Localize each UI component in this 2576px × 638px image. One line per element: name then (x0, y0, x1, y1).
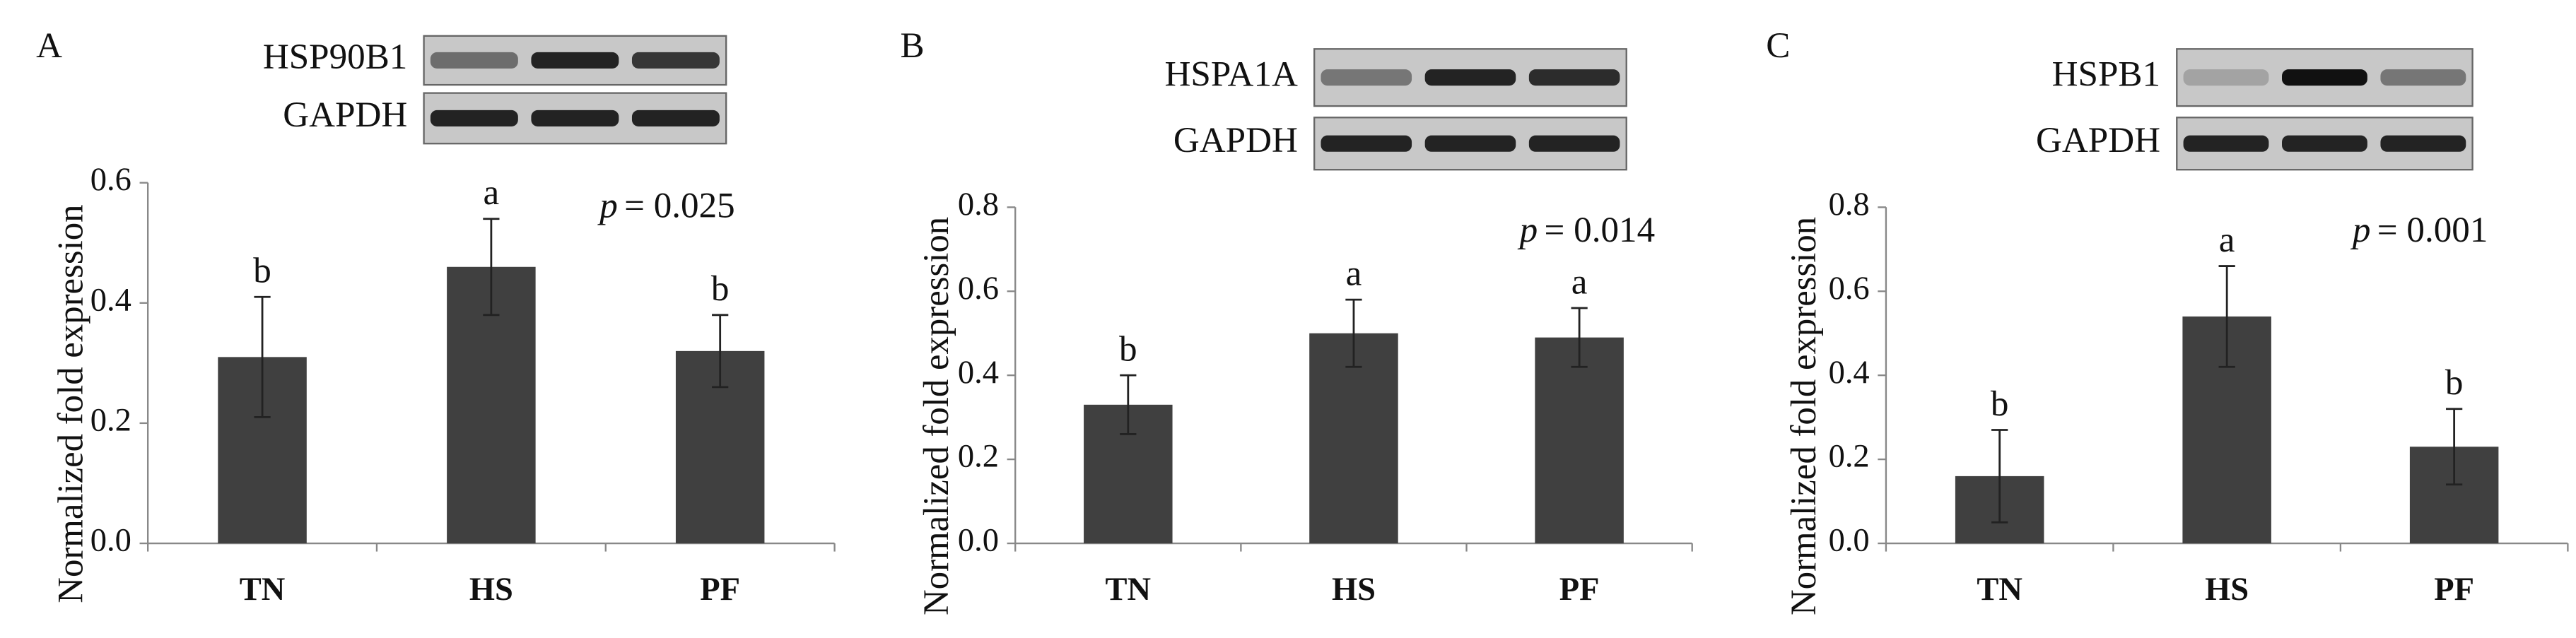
y-axis-label: Normalized fold expression (1784, 217, 1824, 615)
x-tick-label: PF (1559, 572, 1600, 608)
blot-band (430, 52, 518, 69)
y-tick-label: 0.2 (958, 439, 999, 475)
p-text: = 0.001 (2377, 211, 2488, 250)
blot-band (430, 110, 518, 126)
bar (1535, 337, 1624, 544)
error-bar (1120, 374, 1137, 435)
blot-band (531, 110, 619, 126)
blot-label: GAPDH (1173, 121, 1298, 160)
significance-label: b (1991, 384, 2009, 424)
y-tick-label: 0.0 (958, 523, 999, 559)
blot-band (631, 110, 720, 126)
p-value: p = 0.001 (2350, 211, 2488, 250)
significance-label: b (253, 252, 271, 291)
significance-label: a (1346, 254, 1362, 294)
y-tick-label: 0.0 (90, 523, 131, 559)
blot-band (1528, 69, 1620, 86)
x-tick-label: PF (2434, 572, 2474, 608)
blot-band (2380, 69, 2466, 86)
y-tick-label: 0.6 (1829, 271, 1870, 307)
blot-band (1528, 135, 1620, 152)
error-bar (1991, 429, 2008, 524)
y-tick-label: 0.2 (1829, 439, 1870, 475)
y-axis-label: Normalized fold expression (917, 217, 956, 615)
y-tick-label: 0.4 (90, 283, 131, 319)
y-tick-label: 0.6 (958, 271, 999, 307)
error-bar (1345, 298, 1362, 368)
blot-band (2282, 69, 2367, 86)
blot-band (1424, 135, 1516, 152)
p-value: p = 0.025 (597, 186, 734, 225)
blot-label: GAPDH (283, 95, 407, 135)
blot-band (2183, 69, 2269, 86)
p-symbol: p (2350, 211, 2371, 250)
p-text: = 0.014 (1545, 211, 1656, 250)
blot-band (631, 52, 720, 69)
x-tick-label: PF (700, 572, 740, 608)
y-tick-label: 0.6 (90, 162, 131, 198)
panel-label: C (1766, 26, 1790, 66)
y-tick-label: 0.8 (958, 187, 999, 223)
y-axis-label: Normalized fold expression (51, 204, 90, 603)
x-tick-label: TN (240, 572, 286, 608)
significance-label: a (2219, 220, 2235, 260)
error-bar (2446, 408, 2463, 486)
blot-label: HSPA1A (1164, 54, 1298, 94)
significance-label: a (1571, 262, 1588, 302)
x-tick-label: HS (469, 572, 513, 608)
significance-label: b (711, 269, 730, 309)
y-tick-label: 0.2 (90, 403, 131, 439)
significance-label: a (484, 173, 500, 213)
blot-band (1321, 135, 1412, 152)
panel-label: A (36, 26, 62, 66)
y-tick-label: 0.8 (1829, 187, 1870, 223)
panel-label: B (901, 26, 925, 66)
p-text: = 0.025 (624, 186, 735, 225)
x-tick-label: HS (2205, 572, 2249, 608)
p-symbol: p (597, 186, 618, 225)
significance-label: b (1119, 330, 1137, 370)
blot-band (2282, 135, 2367, 152)
error-bar (483, 218, 500, 317)
blot-band (1424, 69, 1516, 86)
x-tick-label: TN (1977, 572, 2022, 608)
x-tick-label: HS (1332, 572, 1376, 608)
blot-label: HSPB1 (2052, 54, 2160, 94)
p-value: p = 0.014 (1518, 211, 1655, 250)
significance-label: b (2445, 363, 2464, 403)
blot-band (2183, 135, 2269, 152)
blot-label: GAPDH (2036, 121, 2160, 160)
error-bar (2218, 265, 2235, 368)
y-tick-label: 0.4 (1829, 355, 1870, 391)
y-tick-label: 0.4 (958, 355, 999, 391)
error-bar (712, 314, 729, 389)
blot-band (2380, 135, 2466, 152)
x-tick-label: TN (1106, 572, 1152, 608)
y-tick-label: 0.0 (1829, 523, 1870, 559)
p-symbol: p (1518, 211, 1538, 250)
blot-band (531, 52, 619, 69)
error-bar (254, 295, 271, 418)
blot-label: HSP90B1 (263, 37, 408, 77)
blot-band (1321, 69, 1412, 86)
error-bar (1571, 307, 1588, 368)
bar (1309, 333, 1398, 544)
